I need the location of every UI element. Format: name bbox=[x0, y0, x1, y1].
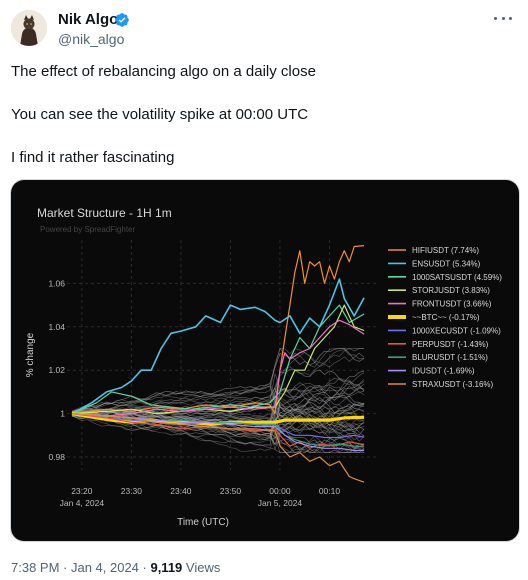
x-tick-label: 23:40 bbox=[170, 486, 192, 496]
background-series-line bbox=[71, 402, 365, 438]
x-tick-sublabel: Jan 5, 2024 bbox=[258, 498, 303, 508]
chart-watermark: Powered by SpreadFighter bbox=[40, 225, 136, 234]
x-axis-title: Time (UTC) bbox=[177, 517, 229, 528]
legend-label: STRAXUSDT (-3.16%) bbox=[412, 380, 494, 389]
background-series-line bbox=[71, 347, 365, 412]
series-line bbox=[71, 413, 365, 483]
background-series-line bbox=[71, 387, 365, 417]
verified-badge-icon bbox=[115, 13, 129, 27]
legend-label: STORJUSDT (3.83%) bbox=[412, 286, 490, 295]
avatar-image bbox=[11, 10, 47, 46]
view-count: 9,119 bbox=[150, 560, 183, 575]
x-tick-label: 23:20 bbox=[71, 486, 93, 496]
author-name[interactable]: Nik Algo bbox=[58, 11, 119, 28]
series-line bbox=[71, 413, 365, 452]
legend-label: ~~BTC~~ (-0.17%) bbox=[412, 313, 480, 322]
views-label: Views bbox=[182, 560, 221, 575]
legend-label: 1000SATSUSDT (4.59%) bbox=[412, 273, 502, 282]
background-series-line bbox=[71, 410, 365, 436]
x-tick-label: 23:50 bbox=[220, 486, 242, 496]
series-line bbox=[71, 319, 365, 417]
post-meta: 7:38 PM · Jan 4, 2024 · 9,119 Views bbox=[11, 560, 220, 575]
post-timestamp[interactable]: 7:38 PM · Jan 4, 2024 · bbox=[11, 560, 151, 575]
series-line bbox=[71, 413, 365, 449]
legend-label: 1000XECUSDT (-1.09%) bbox=[412, 326, 501, 335]
y-axis-title: % change bbox=[25, 332, 36, 377]
x-tick-label: 00:00 bbox=[269, 486, 291, 496]
post-text-line-3: I find it rather fascinating bbox=[11, 149, 175, 166]
avatar[interactable] bbox=[11, 10, 47, 46]
post-image[interactable]: Market Structure - 1H 1m Powered by Spre… bbox=[10, 179, 520, 542]
legend-label: ENSUSDT (5.34%) bbox=[412, 259, 481, 268]
post-text-line-1: The effect of rebalancing algo on a dail… bbox=[11, 63, 316, 80]
y-tick-label: 1.06 bbox=[48, 278, 65, 288]
series-line bbox=[71, 413, 365, 439]
author-handle[interactable]: @nik_algo bbox=[58, 31, 125, 47]
legend-label: FRONTUSDT (3.66%) bbox=[412, 300, 492, 309]
series-line bbox=[71, 304, 365, 415]
market-structure-chart: Market Structure - 1H 1m Powered by Spre… bbox=[11, 180, 519, 541]
more-options-icon[interactable] bbox=[490, 8, 516, 28]
series-line bbox=[71, 278, 365, 415]
y-tick-label: 1.02 bbox=[48, 365, 65, 375]
legend-label: PERPUSDT (-1.43%) bbox=[412, 340, 489, 349]
x-tick-sublabel: Jan 4, 2024 bbox=[60, 498, 105, 508]
legend-label: IDUSDT (-1.69%) bbox=[412, 367, 475, 376]
x-tick-label: 00:10 bbox=[319, 486, 341, 496]
y-tick-label: 0.98 bbox=[48, 452, 65, 462]
series-line bbox=[71, 245, 365, 415]
legend-label: BLURUSDT (-1.51%) bbox=[412, 353, 488, 362]
y-tick-label: 1.04 bbox=[48, 322, 65, 332]
background-series-line bbox=[71, 411, 365, 431]
chart-title: Market Structure - 1H 1m bbox=[37, 206, 172, 220]
legend-label: HIFIUSDT (7.74%) bbox=[412, 246, 479, 255]
background-series-line bbox=[71, 388, 365, 445]
post-text-line-2: You can see the volatility spike at 00:0… bbox=[11, 106, 309, 123]
y-tick-label: 1 bbox=[60, 409, 65, 419]
background-series-line bbox=[71, 395, 365, 427]
x-tick-label: 23:30 bbox=[121, 486, 143, 496]
